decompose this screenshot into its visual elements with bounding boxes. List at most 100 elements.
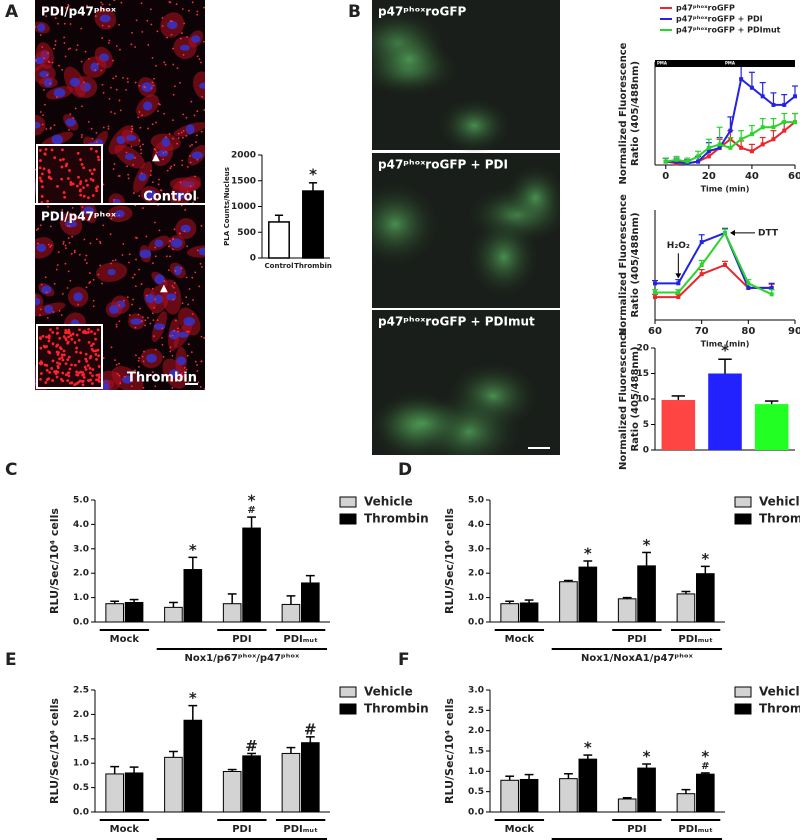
pla-dot [100, 69, 103, 72]
nucleus [99, 14, 111, 23]
pla-dot [89, 242, 92, 245]
pla-dot [203, 336, 205, 339]
pla-dot [101, 37, 104, 39]
pla-dot [200, 335, 203, 338]
gfp-cell [468, 217, 539, 298]
pla-dot [187, 381, 190, 384]
bar [281, 752, 301, 813]
bar [242, 527, 261, 623]
pla-dot [180, 32, 183, 34]
pla-dot [101, 83, 104, 86]
pla-dot [110, 346, 113, 349]
bar [559, 581, 578, 623]
inset-dot [89, 378, 93, 382]
nucleus [138, 173, 147, 182]
pla-dot [102, 126, 105, 129]
pla-dot [154, 246, 157, 249]
pla-dot [140, 148, 142, 151]
micrograph [372, 0, 560, 154]
pla-dot [127, 177, 130, 180]
y-tick-label: 3.0 [468, 686, 484, 696]
inset-dot [60, 353, 64, 357]
pla-dot [43, 57, 45, 60]
y-tick-label: 500 [237, 228, 256, 238]
point [771, 137, 776, 142]
nucleus [169, 329, 179, 340]
inset-dot [62, 191, 66, 194]
inset-dot [91, 368, 95, 371]
pla-dot [45, 15, 48, 17]
pla-dot [49, 82, 52, 85]
pla-dot [109, 233, 112, 236]
legend-label: p47ᵖʰᵒˣroGFP [676, 4, 735, 13]
inset-dot [49, 328, 52, 332]
inset-dot [64, 362, 68, 365]
pla-dot [155, 121, 157, 124]
pla-dot [95, 131, 98, 134]
bar [105, 603, 124, 623]
pla-dot [175, 3, 178, 6]
pla-dot [163, 112, 166, 115]
pla-dot [67, 237, 70, 240]
inset-dot [89, 177, 93, 181]
pla-dot [58, 64, 60, 67]
inset-dot [87, 330, 90, 334]
pla-dot [154, 373, 157, 376]
point [696, 154, 701, 159]
x-tick-label: Mock [505, 824, 535, 835]
pla-dot [185, 368, 188, 371]
pla-dot [42, 89, 45, 91]
nucleus [175, 191, 186, 200]
pla-dot [200, 61, 202, 64]
inset-dot [40, 195, 44, 198]
legend-label: Thrombin [364, 512, 429, 526]
pla-dot [128, 314, 131, 316]
pla-dot [157, 110, 159, 112]
bar [637, 565, 656, 623]
point [760, 94, 765, 99]
significance-mark: * [721, 342, 729, 360]
pla-dot [70, 252, 73, 255]
pla-dot [152, 84, 155, 87]
inset-dot [91, 179, 95, 182]
pla-dot [162, 356, 165, 358]
inset-dot [81, 383, 85, 387]
legend-swatch [339, 496, 357, 508]
x-tick-label: PDIₘᵤₜ [283, 634, 318, 645]
pla-dot [171, 238, 174, 241]
bar [281, 603, 301, 623]
x-axis-label: Time (min) [701, 185, 750, 194]
inset-dot [45, 368, 49, 372]
inset-dot [49, 177, 53, 181]
inset-dot [56, 353, 60, 356]
point [749, 85, 754, 90]
pla-dot [165, 150, 167, 153]
point [685, 159, 690, 164]
pla-dot [195, 141, 197, 143]
pla-dot [82, 211, 85, 213]
point [760, 125, 765, 130]
inset-dot [40, 172, 44, 176]
inset-dot [40, 201, 44, 203]
pla-dot [138, 139, 141, 142]
pla-dot [110, 111, 113, 113]
pla-dot [200, 360, 203, 363]
pla-dot [186, 165, 189, 168]
pla-dot [202, 40, 205, 43]
bar [500, 603, 519, 623]
pla-dot [137, 116, 140, 119]
inset-dot [95, 373, 99, 377]
pla-dot [58, 309, 61, 312]
pla-dot [83, 238, 86, 241]
micrograph [372, 153, 560, 308]
pla-dot [130, 130, 133, 133]
pla-dot [181, 8, 184, 10]
point [728, 128, 733, 133]
pla-dot [200, 224, 203, 227]
pla-dot [46, 317, 49, 319]
pla-dot [161, 343, 164, 346]
inset-dot [79, 351, 83, 355]
pla-dot [145, 294, 148, 297]
micrograph [372, 310, 560, 455]
